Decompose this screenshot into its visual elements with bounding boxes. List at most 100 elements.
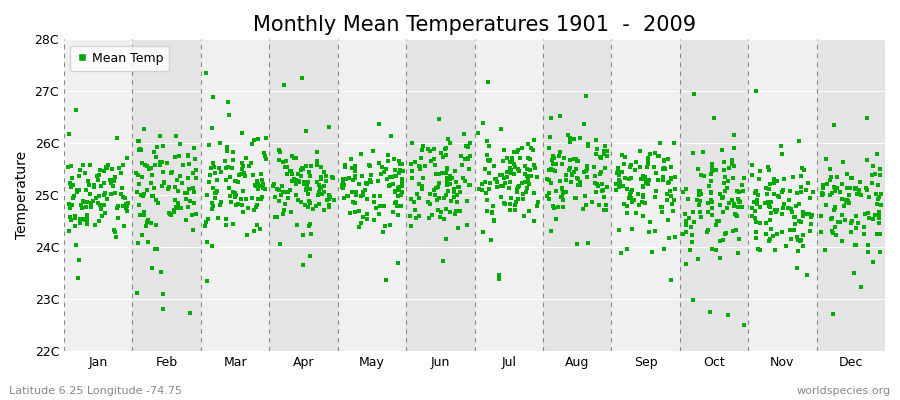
Point <box>774 142 788 149</box>
Point <box>585 199 599 205</box>
Point <box>868 171 882 177</box>
Point <box>311 182 326 188</box>
Point <box>598 202 613 208</box>
Point <box>338 175 353 182</box>
Point <box>761 199 776 205</box>
Point <box>713 254 727 261</box>
Point <box>545 161 560 168</box>
Point <box>226 156 240 163</box>
Point <box>486 203 500 209</box>
Point <box>794 184 808 190</box>
Point <box>865 172 879 178</box>
Point <box>372 121 386 127</box>
Point <box>82 190 96 197</box>
Point <box>624 194 638 201</box>
Point <box>392 187 407 193</box>
Point <box>148 222 163 228</box>
Point <box>869 150 884 157</box>
Point <box>713 191 727 198</box>
Point <box>366 217 381 223</box>
Point <box>99 196 113 202</box>
Point <box>422 148 436 154</box>
Point <box>676 231 690 238</box>
Point <box>176 162 190 168</box>
Point <box>230 192 244 198</box>
Point <box>184 198 198 204</box>
Point <box>734 181 749 188</box>
Point <box>72 173 86 180</box>
Point <box>339 193 354 200</box>
Point <box>799 211 814 218</box>
Point <box>73 202 87 208</box>
Point <box>438 236 453 242</box>
Point <box>730 195 744 202</box>
Point <box>544 115 559 122</box>
Point <box>372 211 386 218</box>
Point <box>130 290 144 297</box>
Point <box>387 155 401 162</box>
Point <box>681 196 696 202</box>
Point <box>229 178 243 184</box>
Point <box>99 164 113 170</box>
Point <box>825 230 840 237</box>
Point <box>134 192 148 198</box>
Point <box>412 166 427 172</box>
Point <box>131 138 146 144</box>
Point <box>403 196 418 202</box>
Point <box>325 174 339 180</box>
Point <box>736 188 751 194</box>
Point <box>322 192 337 199</box>
Point <box>519 166 534 172</box>
Point <box>92 172 106 178</box>
Point <box>655 174 670 180</box>
Point <box>79 187 94 193</box>
Point <box>76 162 91 168</box>
Point <box>865 179 879 186</box>
Point <box>234 202 248 208</box>
Point <box>761 186 776 192</box>
Point <box>129 170 143 176</box>
Point <box>388 172 402 179</box>
Point <box>188 175 202 182</box>
Point <box>705 168 719 174</box>
Point <box>497 147 511 154</box>
Point <box>768 207 782 214</box>
Point <box>245 194 259 201</box>
Point <box>454 162 469 168</box>
Point <box>611 227 625 233</box>
Point <box>158 180 172 186</box>
Point <box>226 221 240 227</box>
Point <box>804 213 818 220</box>
Point <box>556 204 571 211</box>
Point <box>391 260 405 267</box>
Point <box>284 209 298 215</box>
Point <box>348 175 363 182</box>
Point <box>705 164 719 170</box>
Point <box>596 186 610 193</box>
Point <box>498 201 512 207</box>
Point <box>97 202 112 208</box>
Point <box>395 178 410 185</box>
Point <box>825 310 840 317</box>
Point <box>319 173 333 179</box>
Point <box>206 94 220 100</box>
Point <box>322 204 337 211</box>
Point <box>68 223 82 230</box>
Point <box>434 208 448 215</box>
Point <box>133 146 148 152</box>
Point <box>599 207 614 214</box>
Point <box>214 199 229 205</box>
Point <box>850 242 864 248</box>
Point <box>713 238 727 244</box>
Point <box>69 242 84 248</box>
Point <box>341 175 356 182</box>
Point <box>82 182 96 188</box>
Point <box>304 230 319 237</box>
Point <box>454 152 469 159</box>
Point <box>187 200 202 206</box>
Point <box>570 241 584 247</box>
Point <box>383 133 398 139</box>
Point <box>762 204 777 210</box>
Point <box>347 200 362 206</box>
Point <box>562 135 577 141</box>
